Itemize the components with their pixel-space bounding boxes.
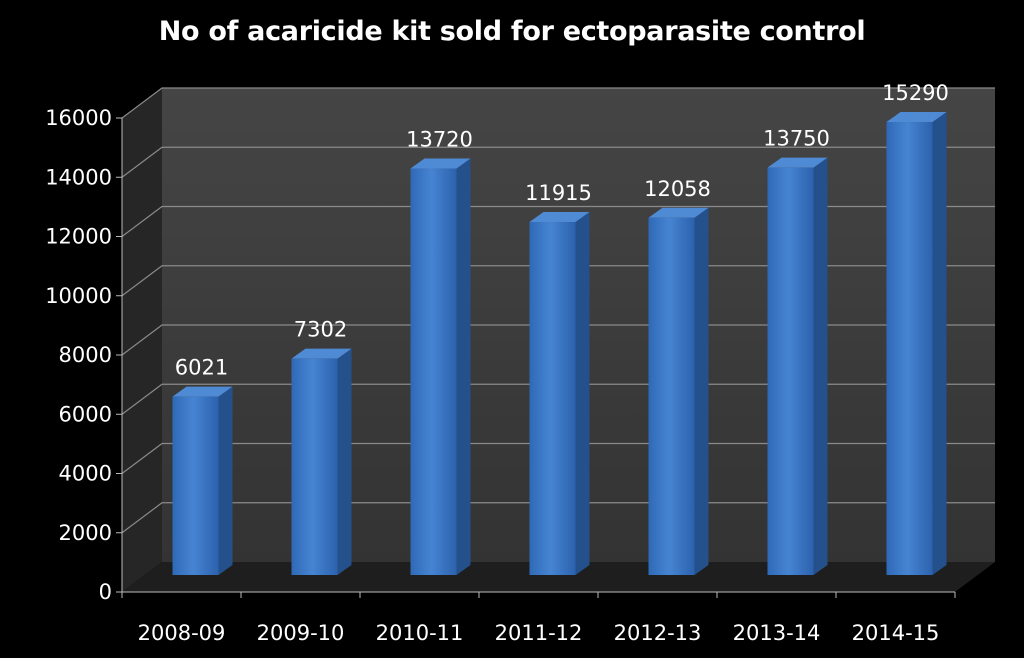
bar (529, 212, 590, 575)
bar (410, 158, 471, 576)
bar-side (575, 212, 590, 575)
gridline (121, 87, 995, 119)
y-tick-label: 2000 (59, 521, 112, 545)
bar-front (172, 396, 219, 575)
bar-side (694, 207, 709, 576)
bar-side (932, 112, 947, 575)
x-tick-label: 2008-09 (138, 621, 226, 645)
y-tick-label: 12000 (45, 225, 112, 249)
gridline (121, 265, 995, 297)
y-tick-label: 16000 (45, 106, 112, 130)
y-tick-label: 8000 (59, 343, 112, 367)
gridline (121, 502, 995, 534)
bar-top (529, 212, 590, 223)
bar-top (410, 158, 471, 169)
y-tick-label: 14000 (45, 165, 112, 189)
bar-top (886, 112, 947, 123)
gridline (121, 146, 995, 178)
y-tick-label: 4000 (59, 462, 112, 486)
gridline (121, 442, 995, 474)
data-label: 6021 (175, 356, 228, 380)
data-label: 13750 (763, 127, 830, 151)
chart-title: No of acaricide kit sold for ectoparasit… (158, 16, 866, 47)
bar-side (813, 157, 828, 575)
x-tick-label: 2012-13 (614, 621, 702, 645)
bar-side (218, 386, 233, 575)
bar (172, 386, 233, 575)
gridline (121, 324, 995, 356)
bar-front (648, 217, 695, 576)
bar-top (172, 386, 233, 397)
y-tick-label: 0 (99, 580, 112, 604)
gridline (121, 205, 995, 237)
bar (767, 157, 828, 575)
x-tick-label: 2014-15 (852, 621, 940, 645)
bar-side (456, 158, 471, 576)
bar (648, 207, 709, 576)
data-label: 15290 (882, 81, 949, 105)
bar-front (767, 167, 814, 575)
bar-front (529, 222, 576, 575)
x-tick-label: 2010-11 (376, 621, 464, 645)
x-tick-label: 2009-10 (257, 621, 345, 645)
bar-front (410, 168, 457, 576)
data-label: 7302 (294, 318, 347, 342)
bar-front (886, 122, 933, 575)
x-tick-label: 2011-12 (495, 621, 583, 645)
y-tick-label: 6000 (59, 402, 112, 426)
bar-top (767, 157, 828, 168)
bar-top (648, 207, 709, 218)
x-tick-label: 2013-14 (733, 621, 821, 645)
data-label: 12058 (644, 177, 711, 201)
bar-front (291, 358, 338, 575)
y-tick-label: 10000 (45, 284, 112, 308)
bar (886, 112, 947, 575)
data-label: 13720 (406, 128, 473, 152)
bar (291, 348, 352, 575)
data-label: 11915 (525, 181, 592, 205)
bar-side (337, 348, 352, 575)
gridline (121, 383, 995, 415)
bar-top (291, 348, 352, 359)
